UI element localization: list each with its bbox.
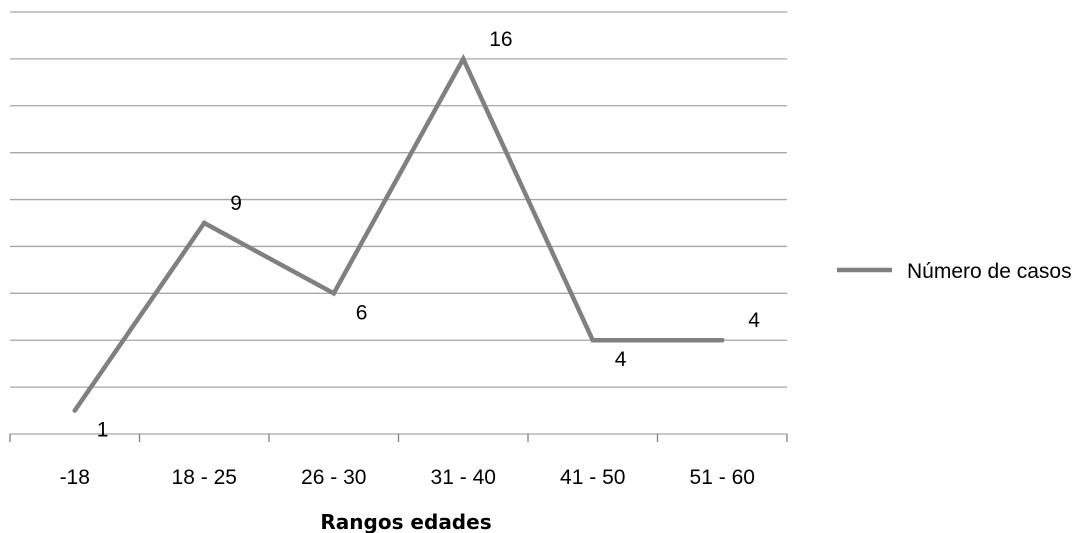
- x-tick-label: 41 - 50: [560, 466, 625, 489]
- data-point: [201, 220, 207, 226]
- data-label: 4: [748, 309, 760, 332]
- data-point: [590, 337, 596, 343]
- data-label: 4: [615, 348, 627, 371]
- data-label: 16: [489, 28, 512, 51]
- x-tick-label: -18: [60, 466, 90, 489]
- data-point: [460, 56, 466, 62]
- data-labels: 1 9 6 16 4 4: [97, 28, 761, 442]
- series-line: [72, 53, 723, 412]
- gridlines: [10, 11, 787, 388]
- series-layer: [72, 53, 725, 413]
- x-tick-label: 31 - 40: [431, 466, 496, 489]
- x-tick-label: 51 - 60: [690, 466, 755, 489]
- x-tick-label: 26 - 30: [301, 466, 366, 489]
- x-axis-title: Rangos edades: [320, 510, 491, 533]
- data-point: [719, 337, 725, 343]
- legend: Número de casos: [837, 260, 1072, 283]
- data-point: [72, 408, 78, 413]
- data-point: [331, 291, 337, 296]
- x-tick-label: 18 - 25: [172, 466, 237, 489]
- data-label: 9: [230, 192, 242, 215]
- x-axis: -18 18 - 25 26 - 30 31 - 40 41 - 50 51 - 60: [9, 433, 788, 489]
- data-label: 6: [356, 301, 368, 324]
- legend-label: Número de casos: [907, 260, 1072, 283]
- data-label: 1: [97, 419, 109, 442]
